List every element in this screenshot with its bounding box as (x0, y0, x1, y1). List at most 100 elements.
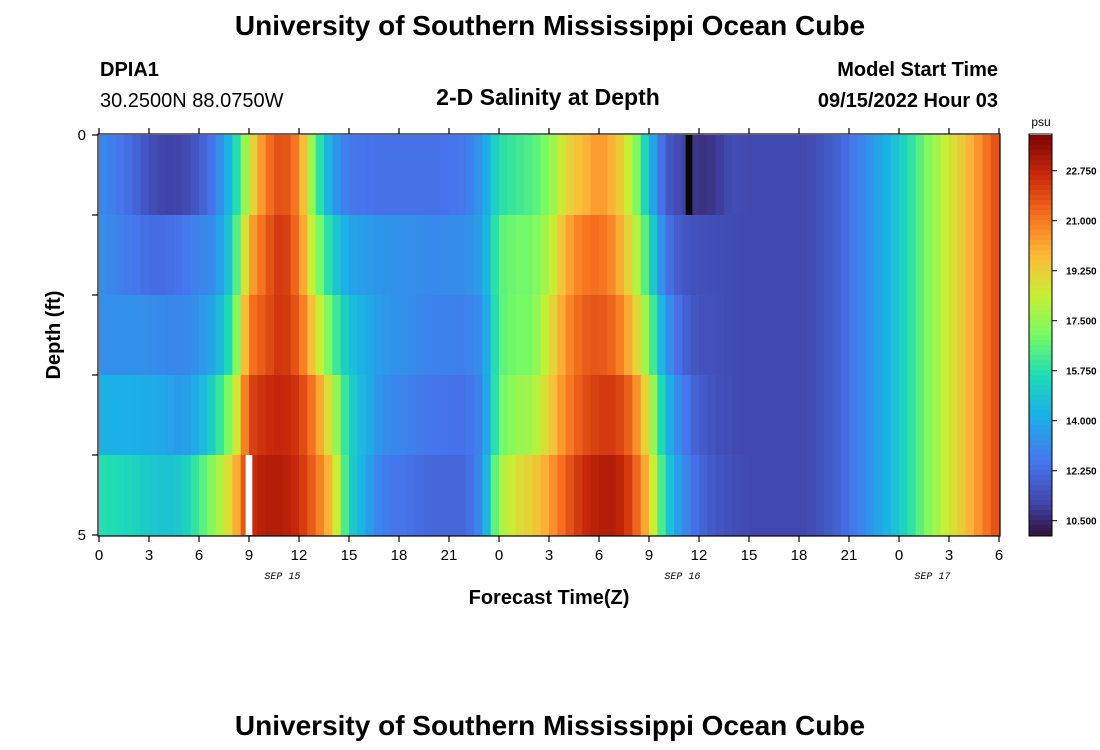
heatmap-cell (465, 215, 475, 296)
heatmap-cell (299, 455, 308, 536)
colorbar-swatch (1029, 290, 1052, 296)
heatmap-cell (832, 295, 842, 376)
heatmap-cell (499, 135, 508, 216)
heatmap-cell (240, 215, 250, 296)
heatmap-cell (490, 455, 500, 536)
y-axis-title: Depth (ft) (43, 291, 65, 380)
heatmap-cell (732, 135, 742, 216)
heatmap-cell (940, 295, 950, 376)
heatmap-cell (115, 455, 125, 536)
heatmap-cell (499, 215, 508, 296)
heatmap-cell (132, 455, 142, 536)
heatmap-cell (240, 455, 250, 536)
heatmap-cell (615, 295, 625, 376)
colorbar-swatch (1029, 530, 1052, 536)
colorbar-swatch (1029, 235, 1052, 241)
heatmap-cell (599, 135, 608, 216)
colorbar-swatch (1029, 380, 1052, 386)
heatmap-cell (965, 375, 975, 456)
heatmap-cell (382, 295, 392, 376)
heatmap-cell (924, 135, 933, 216)
heatmap-cell (232, 215, 242, 296)
heatmap-cell (107, 215, 117, 296)
heatmap-cell (607, 375, 617, 456)
heatmap-cell (165, 135, 175, 216)
heatmap-cell (882, 215, 892, 296)
heatmap-cell (724, 215, 733, 296)
heatmap-cell (574, 375, 583, 456)
heatmap-cell (849, 455, 858, 536)
date-label: SEP 15 (264, 572, 300, 583)
colorbar-swatch (1029, 435, 1052, 441)
heatmap-cell (174, 135, 183, 216)
colorbar-swatch (1029, 375, 1052, 381)
x-axis: 0 3 6 9 12 15 18 21 0 3 6 9 12 15 18 21 0 3 6 (95, 128, 1003, 564)
heatmap-cell (99, 295, 108, 376)
heatmap-cell (715, 375, 725, 456)
heatmap-cell (357, 215, 367, 296)
heatmap-cell (982, 295, 992, 376)
colorbar-swatch (1029, 390, 1052, 396)
heatmap-cell (174, 455, 183, 536)
heatmap-cell (365, 375, 375, 456)
heatmap-cell (790, 295, 800, 376)
heatmap-cell (265, 375, 275, 456)
heatmap-cell (207, 455, 217, 536)
heatmap-cell (282, 215, 292, 296)
heatmap-cell (699, 375, 708, 456)
heatmap-cell (774, 375, 783, 456)
heatmap-cell (565, 295, 575, 376)
heatmap-cell (874, 215, 883, 296)
heatmap-cell (865, 375, 875, 456)
heatmap-cell (957, 455, 967, 536)
heatmap-cell (424, 215, 433, 296)
heatmap-cell (940, 455, 950, 536)
heatmap-cell (190, 295, 200, 376)
heatmap-cell (424, 455, 433, 536)
heatmap-cell (415, 455, 425, 536)
colorbar-swatch (1029, 260, 1052, 266)
heatmap-cell (357, 295, 367, 376)
colorbar-swatch (1029, 170, 1052, 176)
heatmap-cell (674, 135, 683, 216)
heatmap-cell (249, 135, 258, 216)
heatmap-cell (615, 455, 625, 536)
heatmap-cell (449, 215, 458, 296)
heatmap-cell (365, 215, 375, 296)
page-title: University of Southern Mississippi Ocean… (235, 10, 865, 41)
heatmap-cell (507, 455, 517, 536)
heatmap-cell (540, 135, 550, 216)
colorbar-swatch (1029, 270, 1052, 276)
heatmap-cell (574, 455, 583, 536)
heatmap-cell (674, 455, 683, 536)
heatmap-cell (507, 375, 517, 456)
heatmap-cell (374, 455, 383, 536)
heatmap-cell (732, 455, 742, 536)
heatmap-cell (849, 215, 858, 296)
heatmap-cell (457, 295, 467, 376)
y-tick-label: 0 (78, 127, 86, 144)
heatmap-cell (907, 135, 917, 216)
heatmap-cell (199, 215, 208, 296)
heatmap-cell (599, 375, 608, 456)
colorbar-swatch (1029, 190, 1052, 196)
colorbar-ticks: 22.750 21.000 19.250 17.500 15.750 14.000 12.2… (1052, 167, 1097, 528)
heatmap-cell (174, 375, 183, 456)
heatmap-cell (715, 455, 725, 536)
heatmap-cell (765, 215, 775, 296)
heatmap-cell (782, 375, 792, 456)
heatmap-cell (132, 375, 142, 456)
heatmap-cell (457, 455, 467, 536)
heatmap-cell (274, 215, 283, 296)
heatmap-cell (182, 455, 192, 536)
heatmap-cell (490, 375, 500, 456)
heatmap-cell (765, 455, 775, 536)
heatmap-cell (290, 215, 300, 296)
date-labels: SEP 15 SEP 16 SEP 17 (264, 572, 950, 583)
heatmap-cell (665, 375, 675, 456)
colorbar-swatch (1029, 515, 1052, 521)
heatmap-cell (574, 215, 583, 296)
heatmap-cell (907, 375, 917, 456)
x-tick-label: 6 (995, 547, 1003, 564)
heatmap-cell (724, 295, 733, 376)
